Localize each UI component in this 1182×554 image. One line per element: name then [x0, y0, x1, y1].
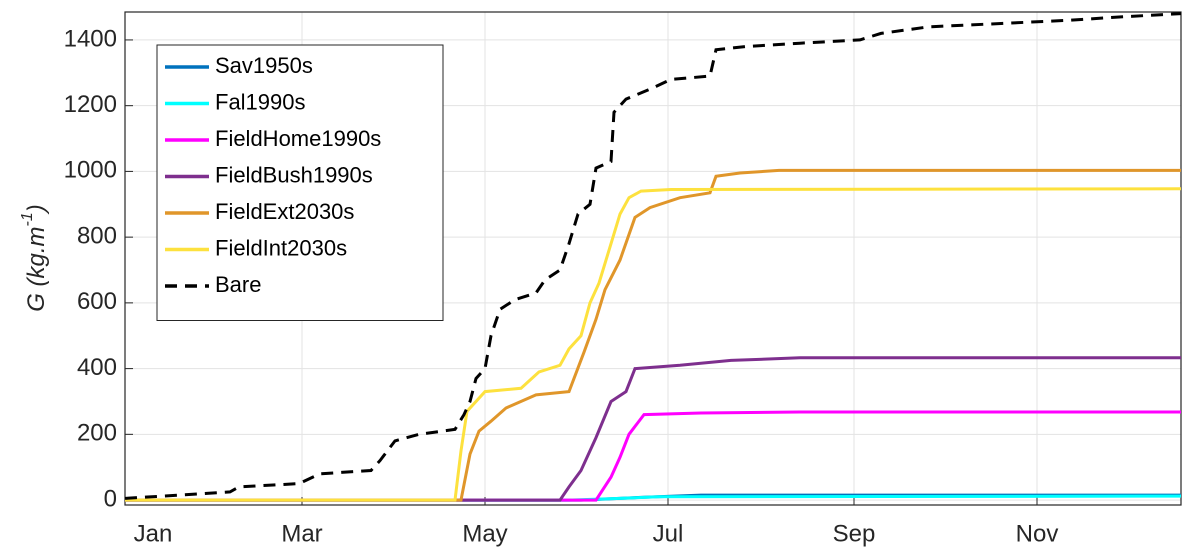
y-tick-label: 1400: [64, 25, 117, 52]
x-tick-label: Jul: [653, 520, 684, 547]
y-label-sup: -1: [19, 212, 36, 226]
y-label-end: ): [23, 204, 50, 215]
x-tick-label: May: [462, 520, 507, 547]
x-tick-label: Sep: [833, 520, 876, 547]
series-line: [125, 168, 1181, 502]
plot-frame: [124, 11, 1182, 506]
y-axis-label: G (kg.m-1): [19, 204, 50, 312]
legend-label: FieldInt2030s: [215, 235, 347, 260]
legend-label: Bare: [215, 272, 261, 297]
legend-label: FieldExt2030s: [215, 199, 354, 224]
series-line: [125, 410, 1181, 502]
y-label-main: G (kg.m: [23, 226, 50, 311]
y-tick-label: 1000: [64, 157, 117, 184]
x-tick-label: Mar: [281, 520, 322, 547]
series-line: [125, 356, 1181, 502]
x-tick-label: Jan: [134, 520, 173, 547]
legend-label: Sav1950s: [215, 53, 313, 78]
y-tick-label: 800: [77, 222, 117, 249]
legend: Sav1950s Fal1990s FieldHome1990s FieldBush1…: [156, 44, 444, 321]
series-line: [124, 12, 1182, 500]
x-tick-label: Nov: [1016, 520, 1059, 547]
y-tick-label: 600: [77, 288, 117, 315]
y-tick-label: 0: [104, 485, 117, 512]
y-tick-label: 1200: [64, 91, 117, 118]
y-tick-label: 200: [77, 420, 117, 447]
legend-label: FieldHome1990s: [215, 126, 381, 151]
legend-label: Fal1990s: [215, 89, 306, 114]
y-tick-label: 400: [77, 354, 117, 381]
legend-label: FieldBush1990s: [215, 162, 373, 187]
legend-box: [156, 44, 444, 321]
